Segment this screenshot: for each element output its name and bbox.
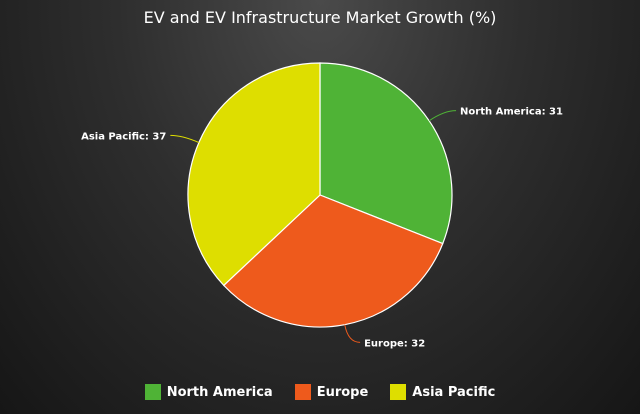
- chart-legend: North America Europe Asia Pacific: [0, 384, 640, 400]
- legend-item-asia-pacific[interactable]: Asia Pacific: [390, 384, 495, 400]
- legend-swatch: [144, 384, 161, 400]
- data-label-connector: [344, 324, 361, 343]
- data-label-connector: [170, 134, 200, 144]
- pie-slice-europe[interactable]: [222, 194, 444, 328]
- legend-swatch: [390, 384, 407, 400]
- chart-title: EV and EV Infrastructure Market Growth (…: [143, 8, 497, 27]
- legend-label: North America: [166, 384, 273, 400]
- legend-swatch: [294, 384, 311, 400]
- legend-item-north-america[interactable]: North America: [144, 384, 273, 400]
- pie-slice-asia-pacific[interactable]: [187, 62, 321, 287]
- data-label-north-america: North America: 31: [460, 107, 563, 118]
- data-label-connector: [428, 110, 457, 122]
- legend-label: Asia Pacific: [412, 384, 496, 400]
- legend-item-europe[interactable]: Europe: [294, 384, 369, 400]
- legend-label: Europe: [316, 384, 369, 400]
- pie-slice-north-america[interactable]: [319, 62, 453, 245]
- data-label-asia-pacific: Asia Pacific: 37: [81, 131, 166, 142]
- data-label-europe: Europe: 32: [364, 338, 425, 349]
